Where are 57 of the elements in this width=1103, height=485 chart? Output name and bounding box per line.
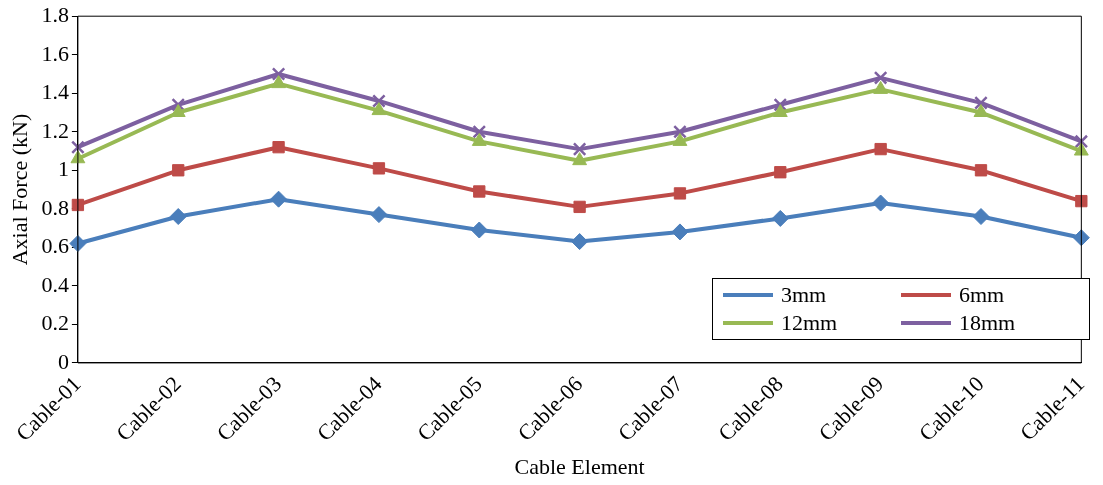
y-tick-label: 1.6 (41, 40, 69, 66)
point (671, 223, 689, 241)
point (874, 142, 887, 156)
point (370, 206, 388, 224)
legend-label: 6mm (959, 282, 1005, 308)
legend-label: 18mm (959, 310, 1016, 336)
point (572, 142, 587, 157)
point (974, 164, 988, 177)
x-axis-title: Cable Element (514, 453, 645, 479)
point (672, 132, 688, 146)
point (472, 124, 487, 139)
point (774, 166, 787, 179)
point (270, 190, 288, 208)
y-tick-label: 1.4 (41, 79, 69, 105)
point (673, 124, 687, 139)
point (470, 221, 488, 239)
point (773, 97, 788, 112)
y-tick-label: 0.4 (41, 271, 69, 297)
point (772, 104, 788, 118)
point (70, 140, 85, 155)
point (271, 67, 286, 81)
point (471, 132, 487, 146)
point (171, 97, 186, 112)
point (1072, 229, 1090, 247)
y-tick-label: 0.6 (41, 233, 69, 259)
point (972, 208, 990, 226)
point (272, 141, 285, 154)
point (872, 194, 890, 212)
point (170, 104, 186, 118)
point (271, 75, 287, 89)
point (873, 70, 888, 85)
y-tick-label: 1.8 (41, 1, 69, 27)
point (771, 209, 789, 227)
point (673, 187, 687, 200)
y-tick-label: 1.2 (41, 117, 69, 143)
point (571, 233, 589, 251)
point (473, 185, 486, 198)
point (974, 95, 988, 110)
y-axis-title: Axial Force (kN) (6, 113, 32, 266)
y-tick-label: 1 (57, 156, 69, 182)
point (372, 162, 386, 175)
point (1073, 142, 1089, 156)
y-tick-label: 0 (57, 348, 69, 374)
point (1075, 194, 1088, 208)
point (572, 152, 588, 166)
point (371, 102, 387, 116)
y-tick-label: 0.2 (41, 310, 69, 336)
legend-label: 3mm (781, 282, 827, 308)
y-tick-label: 0.8 (41, 194, 69, 220)
point (1074, 134, 1089, 149)
point (372, 94, 386, 108)
point (973, 104, 989, 118)
point (172, 164, 185, 177)
legend-label: 12mm (781, 310, 838, 336)
point (573, 200, 586, 214)
point (873, 80, 889, 94)
point (169, 208, 187, 226)
